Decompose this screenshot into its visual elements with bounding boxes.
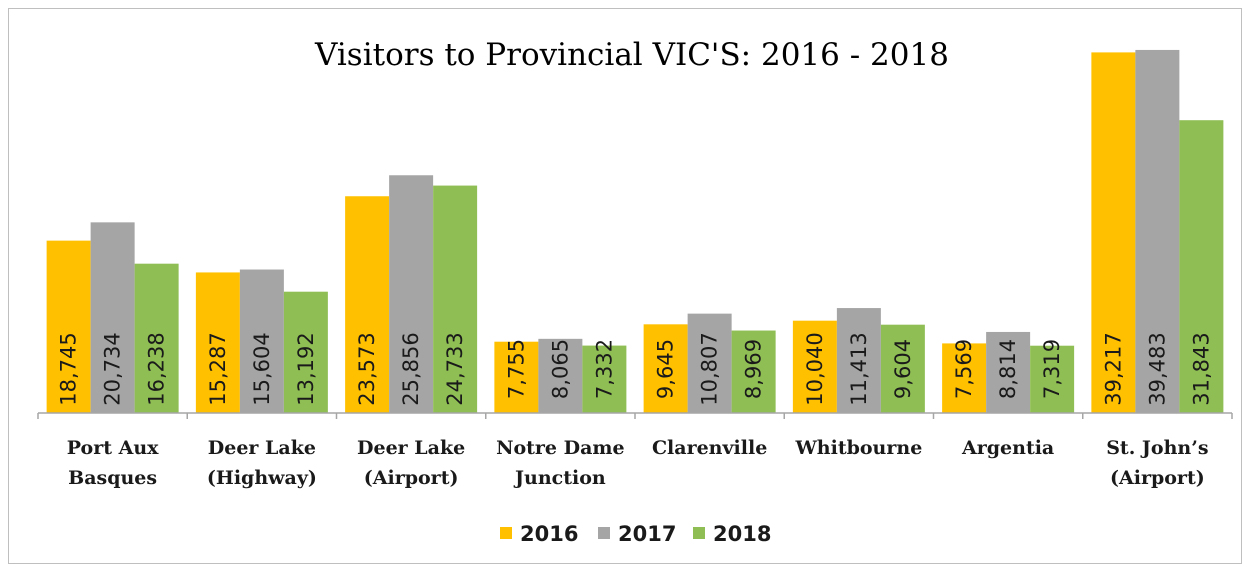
category-label: Argentia [961,437,1054,459]
data-label: 18,745 [57,332,81,405]
bar-2016 [1091,52,1136,414]
data-label: 39,217 [1101,332,1125,405]
data-label: 10,807 [698,332,722,405]
bar-2017 [538,338,583,413]
data-label: 9,604 [891,339,915,399]
bar-2018 [880,324,925,413]
bar-2017 [239,269,284,413]
category-label: (Airport) [364,467,459,489]
category-label: (Airport) [1110,467,1205,489]
bar-2018 [433,185,478,413]
bar-2018 [731,330,776,413]
category-label: Clarenville [652,437,767,459]
bar-2018 [283,291,328,413]
bar-2017 [389,175,434,413]
data-label: 25,856 [399,332,423,405]
bar-2016 [195,272,240,413]
data-label: 10,040 [803,332,827,405]
category-label: St. John’s [1106,437,1208,459]
legend-swatch-2018 [693,527,705,539]
bar-2016 [942,343,987,413]
data-label: 13,192 [294,332,318,405]
data-label: 15,287 [206,332,230,405]
legend-label: 2016 [520,522,578,546]
category-label: Deer Lake [208,437,316,459]
bar-2017 [90,222,135,413]
category-label: Notre Dame [496,437,625,459]
bar-2016 [345,196,390,413]
legend-label: 2017 [618,522,676,546]
data-label: 7,332 [592,339,616,399]
data-label: 8,065 [548,339,572,399]
bar-2017 [687,313,732,413]
bar-2018 [1179,120,1224,413]
data-label: 16,238 [145,332,169,405]
data-label: 7,319 [1040,339,1064,399]
category-labels: Port Aux Basques Deer Lake (Highway) Deer La… [67,437,1209,489]
bar-2016 [46,240,91,413]
data-label: 39,483 [1145,332,1169,405]
bar-2016 [792,320,837,413]
data-label: 31,843 [1189,332,1213,405]
bars-layer [46,49,1224,414]
bar-2016 [643,324,688,413]
bar-2017 [836,308,881,413]
data-label: 7,569 [952,339,976,399]
bar-2016 [494,341,539,413]
data-label: 20,734 [101,332,125,405]
x-axis-ticks [37,413,1233,419]
category-label: Junction [513,467,606,489]
data-label: 9,645 [654,339,678,399]
data-label: 15,604 [250,332,274,405]
category-label: Port Aux [67,437,159,459]
legend-swatch-2017 [598,527,610,539]
data-label: 24,733 [443,332,467,405]
data-label: 11,413 [847,332,871,405]
category-label: Deer Lake [357,437,465,459]
data-label: 8,814 [996,339,1020,399]
legend: 2016 2017 2018 [500,522,771,546]
bar-2018 [1030,345,1075,413]
bar-2018 [134,263,179,413]
category-label: (Highway) [207,467,317,489]
data-labels-layer: 18,745 20,734 16,238 15,287 15,604 13,192 23,5… [57,332,1214,405]
data-label: 7,755 [504,339,528,399]
category-label: Basques [68,467,157,489]
legend-swatch-2016 [500,527,512,539]
data-label: 23,573 [355,332,379,405]
chart-title: Visitors to Provincial VIC'S: 2016 - 201… [314,37,949,73]
bar-2017 [986,331,1031,413]
category-label: Whitbourne [794,437,922,459]
bar-2017 [1135,49,1180,413]
bar-2018 [582,345,627,413]
legend-label: 2018 [713,522,771,546]
data-label: 8,969 [742,339,766,399]
